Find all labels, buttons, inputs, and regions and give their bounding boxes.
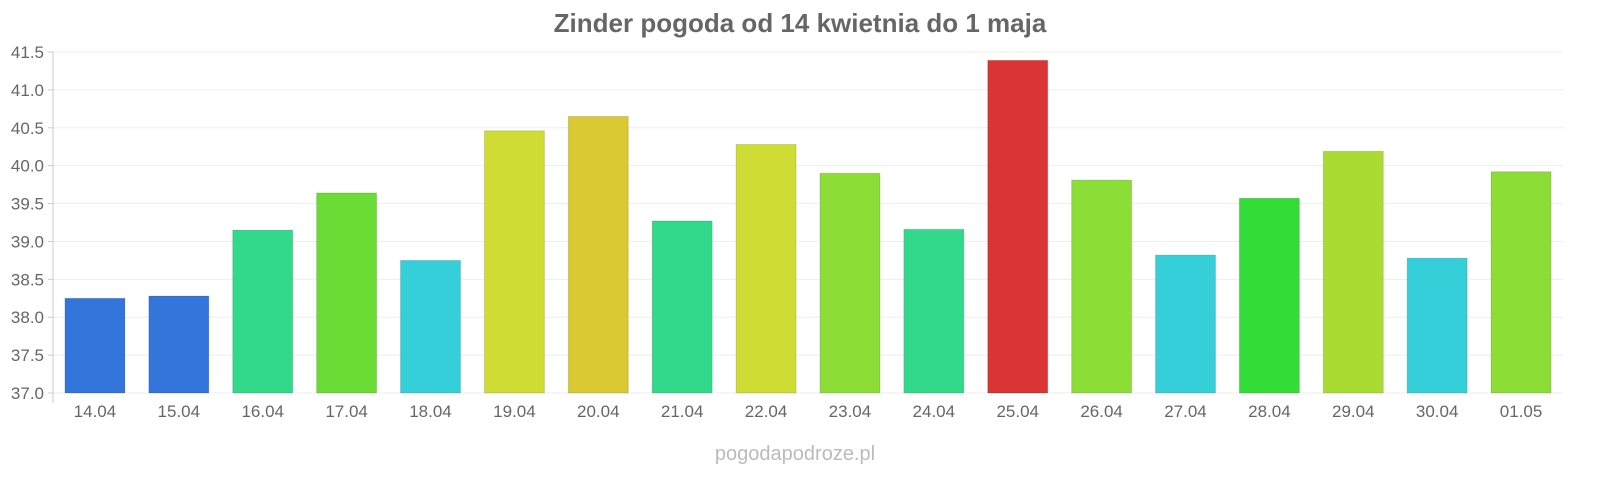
bar-16.04: [232, 229, 294, 394]
bar-24.04: [903, 228, 965, 394]
bar-15.04: [148, 295, 210, 394]
y-tick-label: 37.0: [11, 384, 44, 403]
bar-20.04: [567, 115, 629, 394]
y-tick-label: 38.0: [11, 308, 44, 327]
x-tick-label: 28.04: [1248, 402, 1291, 421]
bar-18.04: [400, 259, 461, 394]
bar-30.04: [1406, 257, 1468, 394]
bar-17.04: [316, 192, 378, 394]
x-tick-label: 21.04: [661, 402, 704, 421]
x-tick-label: 16.04: [241, 402, 284, 421]
bar-25.04: [987, 59, 1049, 394]
y-tick-label: 39.0: [11, 232, 44, 251]
y-tick-label: 39.5: [11, 195, 44, 214]
bar-19.04: [483, 130, 545, 394]
x-tick-label: 14.04: [74, 402, 117, 421]
y-tick-label: 37.5: [11, 346, 44, 365]
x-tick-label: 27.04: [1164, 402, 1207, 421]
bar-14.04: [64, 297, 126, 394]
bar-23.04: [819, 172, 881, 394]
bar-26.04: [1071, 179, 1133, 394]
y-tick-label: 40.0: [11, 157, 44, 176]
bar-01.05: [1490, 171, 1552, 394]
y-tick-label: 41.0: [11, 81, 44, 100]
x-tick-label: 29.04: [1332, 402, 1375, 421]
x-tick-label: 24.04: [913, 402, 956, 421]
bar-29.04: [1322, 150, 1384, 394]
bar-27.04: [1155, 254, 1216, 394]
x-tick-label: 25.04: [996, 402, 1039, 421]
chart-title: Zinder pogoda od 14 kwietnia do 1 maja: [554, 8, 1047, 38]
bar-21.04: [651, 220, 713, 394]
bar-28.04: [1238, 197, 1300, 394]
x-tick-label: 23.04: [829, 402, 872, 421]
bar-22.04: [735, 143, 797, 394]
x-tick-label: 17.04: [325, 402, 368, 421]
x-tick-label: 26.04: [1080, 402, 1123, 421]
y-tick-label: 40.5: [11, 119, 44, 138]
watermark: pogodapodroze.pl: [715, 443, 875, 465]
x-tick-label: 18.04: [409, 402, 452, 421]
x-tick-label: 22.04: [745, 402, 788, 421]
x-tick-label: 01.05: [1500, 402, 1543, 421]
x-tick-label: 30.04: [1416, 402, 1459, 421]
x-tick-label: 20.04: [577, 402, 620, 421]
y-tick-label: 41.5: [11, 43, 44, 62]
x-tick-label: 15.04: [158, 402, 201, 421]
x-tick-label: 19.04: [493, 402, 536, 421]
y-tick-label: 38.5: [11, 270, 44, 289]
